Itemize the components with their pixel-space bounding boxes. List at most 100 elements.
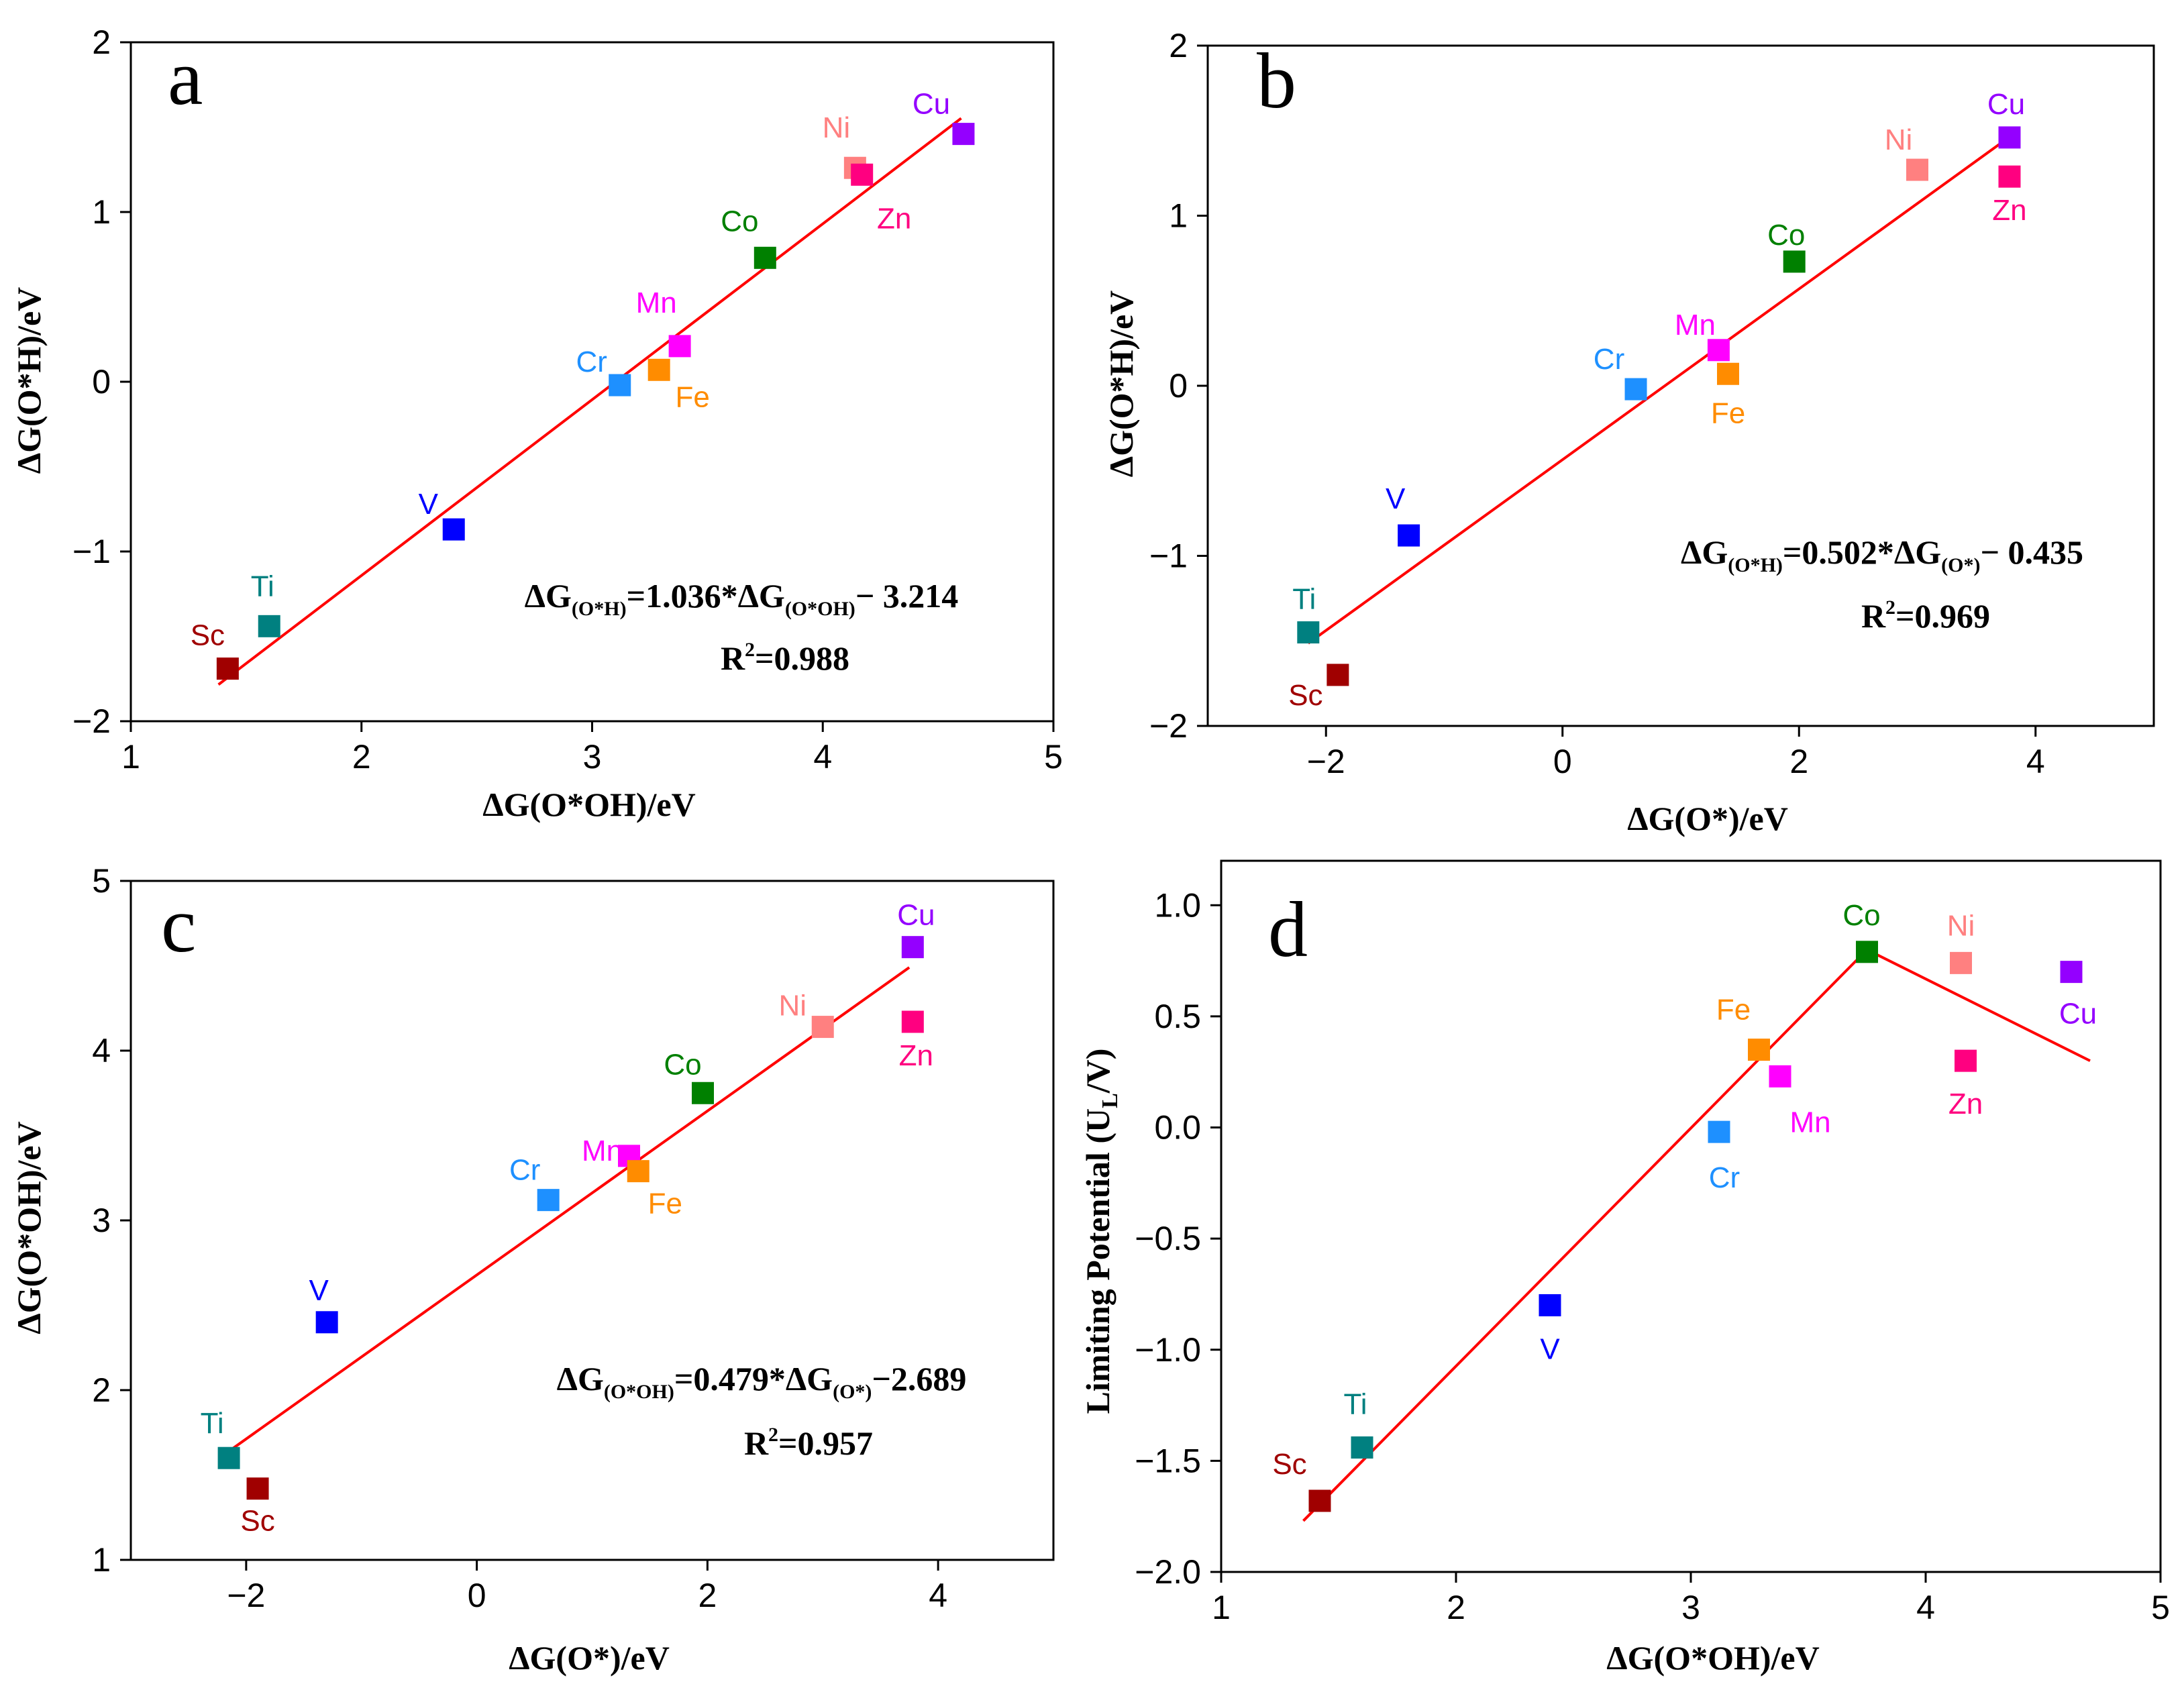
data-point-ti — [217, 1446, 240, 1469]
y-tick-label-b: −1 — [1149, 537, 1188, 575]
point-label-cr: Cr — [509, 1154, 540, 1187]
r2-b-pre: R — [1861, 597, 1886, 635]
data-point-v — [1398, 524, 1420, 547]
y-tick-label-c: 3 — [92, 1202, 111, 1239]
x-tick-label-b: 4 — [2026, 743, 2045, 780]
data-point-ni — [811, 1016, 834, 1039]
point-label-ti: Ti — [201, 1407, 224, 1440]
data-point-sc — [1327, 664, 1349, 686]
panel-c-r2: R2=0.957 — [744, 1424, 873, 1462]
data-point-cr — [537, 1189, 560, 1212]
ylabel-d-end: /V) — [1079, 1049, 1116, 1094]
x-tick-label-c: 0 — [468, 1577, 486, 1614]
panel-c-xlabel: ΔG(O*)/eV — [509, 1639, 670, 1677]
point-label-cr: Cr — [576, 346, 607, 378]
r2-b-sup: 2 — [1885, 596, 1895, 619]
data-point-cr — [1708, 1120, 1730, 1143]
point-label-co: Co — [1842, 899, 1880, 932]
point-label-ti: Ti — [1292, 583, 1316, 616]
point-label-cr: Cr — [1709, 1161, 1740, 1194]
point-label-sc: Sc — [240, 1505, 274, 1538]
data-point-sc — [1308, 1489, 1331, 1512]
y-tick-label-d: −0.5 — [1135, 1220, 1201, 1257]
eq-b-mid: =0.502*ΔG — [1783, 533, 1941, 571]
y-tick-label-b: 2 — [1169, 27, 1188, 64]
eq-c-rhs: −2.689 — [872, 1360, 966, 1398]
data-point-zn — [851, 163, 874, 186]
fit-line-c — [227, 966, 911, 1453]
panel-c-ylabel: ΔG(O*OH)/eV — [10, 1121, 48, 1334]
point-label-ni: Ni — [823, 111, 851, 144]
x-tick-label-c: 2 — [698, 1577, 717, 1614]
y-tick-label-c: 1 — [92, 1541, 111, 1579]
ylabel-d-sub: L — [1098, 1093, 1123, 1108]
eq-a-lhs-sub: (O*H) — [572, 598, 627, 620]
point-label-co: Co — [664, 1048, 701, 1081]
panel-d-letter: d — [1268, 886, 1308, 973]
point-label-zn: Zn — [1948, 1088, 1983, 1120]
panel-d-chart: d 1 2 3 4 5 −2.0 −1.5 −1.0 −0.5 0.0 0.5 1.0 Sc Ti V Cr F… — [1079, 859, 2170, 1677]
x-tick-label-a: 3 — [583, 738, 602, 776]
y-tick-label-d: 0.5 — [1154, 998, 1201, 1035]
data-point-cu — [1998, 126, 2021, 149]
point-label-v: V — [309, 1274, 329, 1307]
data-point-v — [315, 1311, 338, 1334]
data-point-fe — [1717, 362, 1739, 385]
data-point-fe — [647, 358, 670, 381]
y-tick-label-c: 4 — [92, 1032, 111, 1069]
data-point-ni — [1906, 158, 1928, 181]
panel-b-r2: R2=0.969 — [1861, 596, 1990, 635]
point-label-cu: Cu — [897, 899, 935, 932]
x-tick-label-a: 2 — [352, 738, 371, 776]
eq-b-rhs: − 0.435 — [1980, 533, 2083, 571]
y-tick-label-d: 0.0 — [1154, 1109, 1201, 1147]
r2-a-post: =0.988 — [755, 639, 849, 677]
point-label-sc: Sc — [1272, 1448, 1306, 1481]
point-label-zn: Zn — [899, 1039, 933, 1072]
fit-line-a — [217, 117, 962, 686]
data-point-ti — [1351, 1436, 1373, 1459]
y-tick-label-b: 0 — [1169, 367, 1188, 405]
data-point-co — [753, 246, 776, 269]
eq-c-lhs-sub: (O*OH) — [604, 1381, 674, 1403]
panel-d-ylabel: Limiting Potential (UL/V) — [1079, 1049, 1123, 1414]
point-label-co: Co — [1767, 219, 1805, 252]
x-tick-label-b: 2 — [1789, 743, 1808, 780]
r2-b-post: =0.969 — [1895, 597, 1990, 635]
r2-c-sup: 2 — [768, 1424, 778, 1446]
panel-b-ylabel: ΔG(O*H)/eV — [1102, 291, 1140, 478]
data-point-mn — [1769, 1065, 1791, 1088]
point-label-ti: Ti — [251, 570, 274, 602]
y-tick-label-a: 1 — [92, 193, 111, 231]
eq-a-mid-sub: (O*OH) — [785, 598, 855, 620]
panel-c-equation: ΔG(O*OH)=0.479*ΔG(O*)−2.689 — [557, 1360, 967, 1403]
y-tick-label-c: 5 — [92, 862, 111, 900]
x-tick-label-c: 4 — [929, 1577, 947, 1614]
y-tick-label-b: −2 — [1149, 707, 1188, 745]
data-point-cu — [952, 123, 975, 146]
data-point-co — [1783, 250, 1806, 273]
point-label-v: V — [419, 488, 439, 521]
eq-b-mid-sub: (O*) — [1941, 554, 1980, 576]
data-point-sc — [216, 657, 239, 680]
data-point-cu — [2060, 961, 2083, 984]
point-label-ti: Ti — [1343, 1388, 1367, 1421]
point-label-ni: Ni — [778, 990, 807, 1022]
point-label-zn: Zn — [877, 202, 911, 235]
point-label-fe: Fe — [648, 1188, 682, 1220]
y-tick-label-d: −2.0 — [1135, 1553, 1201, 1591]
x-tick-label-d: 5 — [2151, 1589, 2170, 1626]
data-point-zn — [1998, 165, 2021, 188]
panel-c-letter: c — [161, 881, 196, 969]
point-label-cr: Cr — [1594, 343, 1624, 376]
panel-a-ylabel: ΔG(O*H)/eV — [10, 287, 48, 474]
panel-c-chart: c −2 0 2 4 1 2 3 4 5 Sc Ti V Cr Mn Fe Co Ni Cu Zn ΔG(O*)/e… — [10, 862, 1055, 1677]
point-label-zn: Zn — [1992, 194, 2026, 227]
data-point-cr — [1624, 378, 1647, 401]
data-point-fe — [1748, 1039, 1770, 1061]
point-label-cu: Cu — [1987, 88, 2025, 121]
x-tick-label-a: 5 — [1044, 738, 1063, 776]
y-tick-label-a: 2 — [92, 23, 111, 61]
